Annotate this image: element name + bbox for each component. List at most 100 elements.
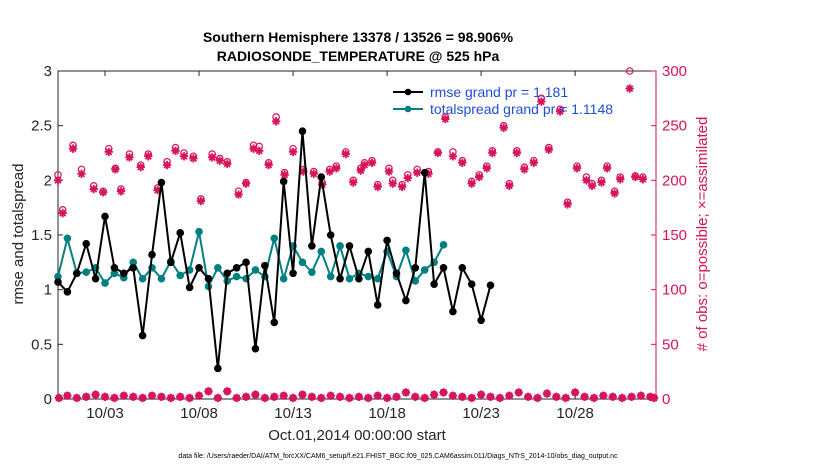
spread-point	[214, 264, 222, 272]
spread-point	[402, 246, 410, 255]
obs-assimilated-marker	[505, 181, 514, 190]
obs-assimilated-marker-low	[204, 387, 213, 396]
obs-assimilated-marker	[360, 160, 369, 170]
y-tick-label-right: 50	[662, 336, 679, 353]
rmse-point	[364, 247, 373, 256]
obs-assimilated-marker	[433, 148, 443, 158]
spread-point	[345, 274, 354, 283]
rmse-point	[54, 278, 62, 286]
rmse-point	[157, 178, 166, 187]
x-axis-label: Oct.01,2014 00:00:00 start	[268, 427, 446, 444]
obs-assimilated-marker	[537, 97, 546, 106]
rmse-point	[204, 274, 213, 283]
obs-assimilated-marker	[467, 179, 476, 188]
obs-assimilated-marker	[89, 184, 98, 194]
obs-assimilated-marker-low	[147, 391, 157, 400]
spread-point	[317, 247, 326, 256]
obs-assimilated-marker-low	[439, 388, 448, 397]
spread-point	[195, 227, 203, 236]
obs-assimilated-marker-low	[476, 390, 486, 399]
obs-assimilated-marker-low	[486, 392, 495, 402]
obs-assimilated-marker	[171, 146, 180, 156]
rmse-point	[279, 177, 288, 186]
obs-assimilated-marker-low	[176, 392, 185, 402]
rmse-point	[176, 229, 185, 237]
spread-point	[364, 272, 373, 281]
rmse-point	[138, 331, 147, 340]
obs-assimilated-marker-low	[157, 392, 166, 402]
spread-point	[373, 274, 382, 283]
obs-assimilated-marker-low	[166, 393, 176, 403]
rmse-point	[82, 239, 91, 248]
obs-assimilated-marker	[241, 179, 251, 188]
obs-assimilated-marker-low	[260, 393, 270, 403]
rmse-point	[148, 250, 156, 259]
y-tick-label-left: 1	[44, 282, 52, 299]
obs-assimilated-marker	[529, 158, 538, 168]
rmse-point	[373, 301, 382, 309]
obs-assimilated-marker	[610, 189, 619, 198]
obs-assimilated-marker	[255, 146, 264, 156]
obs-assimilated-marker	[264, 160, 273, 170]
obs-assimilated-marker-low	[608, 392, 617, 402]
obs-assimilated-marker-low	[119, 391, 129, 400]
obs-assimilated-marker-low	[382, 393, 392, 403]
obs-assimilated-marker-low	[223, 387, 232, 396]
rmse-point	[345, 242, 354, 250]
obs-assimilated-marker-low	[649, 393, 659, 403]
obs-assimilated-marker	[249, 144, 258, 153]
obs-assimilated-marker-low	[458, 392, 467, 402]
rmse-point	[308, 242, 316, 250]
rmse-point	[458, 264, 467, 272]
obs-assimilated-marker	[373, 182, 382, 192]
obs-assimilated-marker	[215, 156, 224, 165]
obs-assimilated-marker	[488, 148, 497, 158]
obs-assimilated-marker	[111, 165, 120, 174]
obs-assimilated-marker	[77, 169, 86, 178]
y-axis-label-left: rmse and totalspread	[10, 164, 27, 305]
spread-point	[439, 241, 448, 249]
obs-assimilated-marker	[234, 190, 243, 199]
rmse-point	[392, 269, 401, 278]
rmse-point	[214, 364, 222, 373]
obs-assimilated-marker	[280, 170, 289, 180]
obs-assimilated-marker-low	[298, 390, 307, 399]
obs-assimilated-marker	[189, 154, 198, 163]
rmse-point	[477, 316, 485, 325]
obs-assimilated-marker	[223, 159, 232, 169]
obs-assimilated-marker-low	[326, 391, 335, 400]
rmse-point	[486, 281, 495, 290]
spread-point	[138, 274, 147, 283]
spread-point	[270, 234, 279, 243]
chart-title-line1: Southern Hemisphere 13378 / 13526 = 98.9…	[203, 29, 514, 45]
obs-assimilated-marker-low	[345, 393, 354, 403]
spread-point	[63, 234, 72, 243]
obs-assimilated-marker-low	[505, 391, 514, 400]
obs-assimilated-marker-low	[232, 393, 241, 403]
plot-frame	[57, 70, 657, 400]
obs-assimilated-marker	[125, 153, 134, 162]
rmse-point	[261, 261, 269, 270]
obs-assimilated-marker-low	[72, 393, 82, 403]
obs-assimilated-marker	[388, 179, 397, 188]
spread-point	[326, 272, 335, 281]
obs-assimilated-marker	[384, 167, 394, 176]
obs-assimilated-marker	[424, 169, 433, 178]
rmse-point	[242, 258, 250, 267]
obs-assimilated-marker	[68, 144, 78, 153]
obs-assimilated-marker-low	[542, 389, 552, 398]
obs-assimilated-marker-low	[307, 392, 317, 402]
obs-assimilated-marker	[162, 160, 172, 170]
y-tick-label-left: 0	[44, 391, 52, 408]
obs-assimilated-marker	[271, 117, 281, 126]
rmse-point	[129, 264, 138, 272]
obs-assimilated-marker	[563, 200, 572, 209]
rmse-point	[91, 274, 100, 283]
legend-label-spread: totalspread grand pr = 1.1148	[430, 101, 613, 117]
y-tick-label-right: 200	[662, 172, 687, 189]
obs-assimilated-marker	[144, 152, 153, 161]
obs-assimilated-marker	[98, 188, 108, 197]
obs-assimilated-marker	[638, 175, 648, 184]
obs-assimilated-marker-low	[129, 392, 138, 402]
